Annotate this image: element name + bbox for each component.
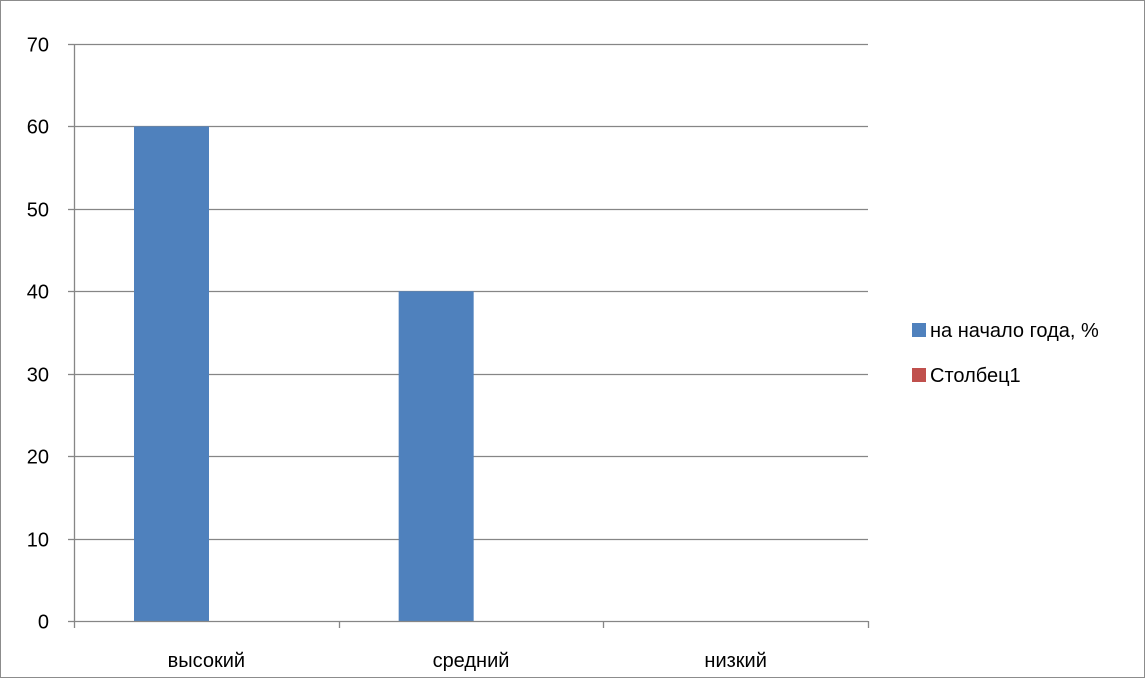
legend: на начало года, % Столбец1 [912, 320, 1099, 387]
y-tick-labels: 0 10 20 30 40 50 60 70 [27, 35, 49, 634]
x-tick-label: средний [433, 650, 510, 672]
y-tick-label: 60 [27, 117, 49, 139]
bars [134, 126, 474, 621]
y-tick-label: 40 [27, 282, 49, 304]
y-tick-label: 50 [27, 200, 49, 222]
legend-swatch [912, 323, 926, 337]
y-tick-label: 70 [27, 35, 49, 57]
axes [68, 43, 870, 628]
y-tick-label: 30 [27, 365, 49, 387]
y-tick-label: 0 [38, 612, 49, 634]
bar-series1-1 [134, 126, 209, 621]
x-tick-labels: высокий средний низкий [168, 650, 767, 672]
bar-series1-2 [398, 291, 474, 621]
x-tick-label: высокий [168, 650, 245, 672]
legend-label: на начало года, % [930, 320, 1099, 342]
y-tick-label: 10 [27, 530, 49, 552]
x-tick-label: низкий [704, 650, 766, 672]
legend-swatch [912, 368, 926, 382]
y-tick-label: 20 [27, 447, 49, 469]
legend-label: Столбец1 [930, 365, 1021, 387]
